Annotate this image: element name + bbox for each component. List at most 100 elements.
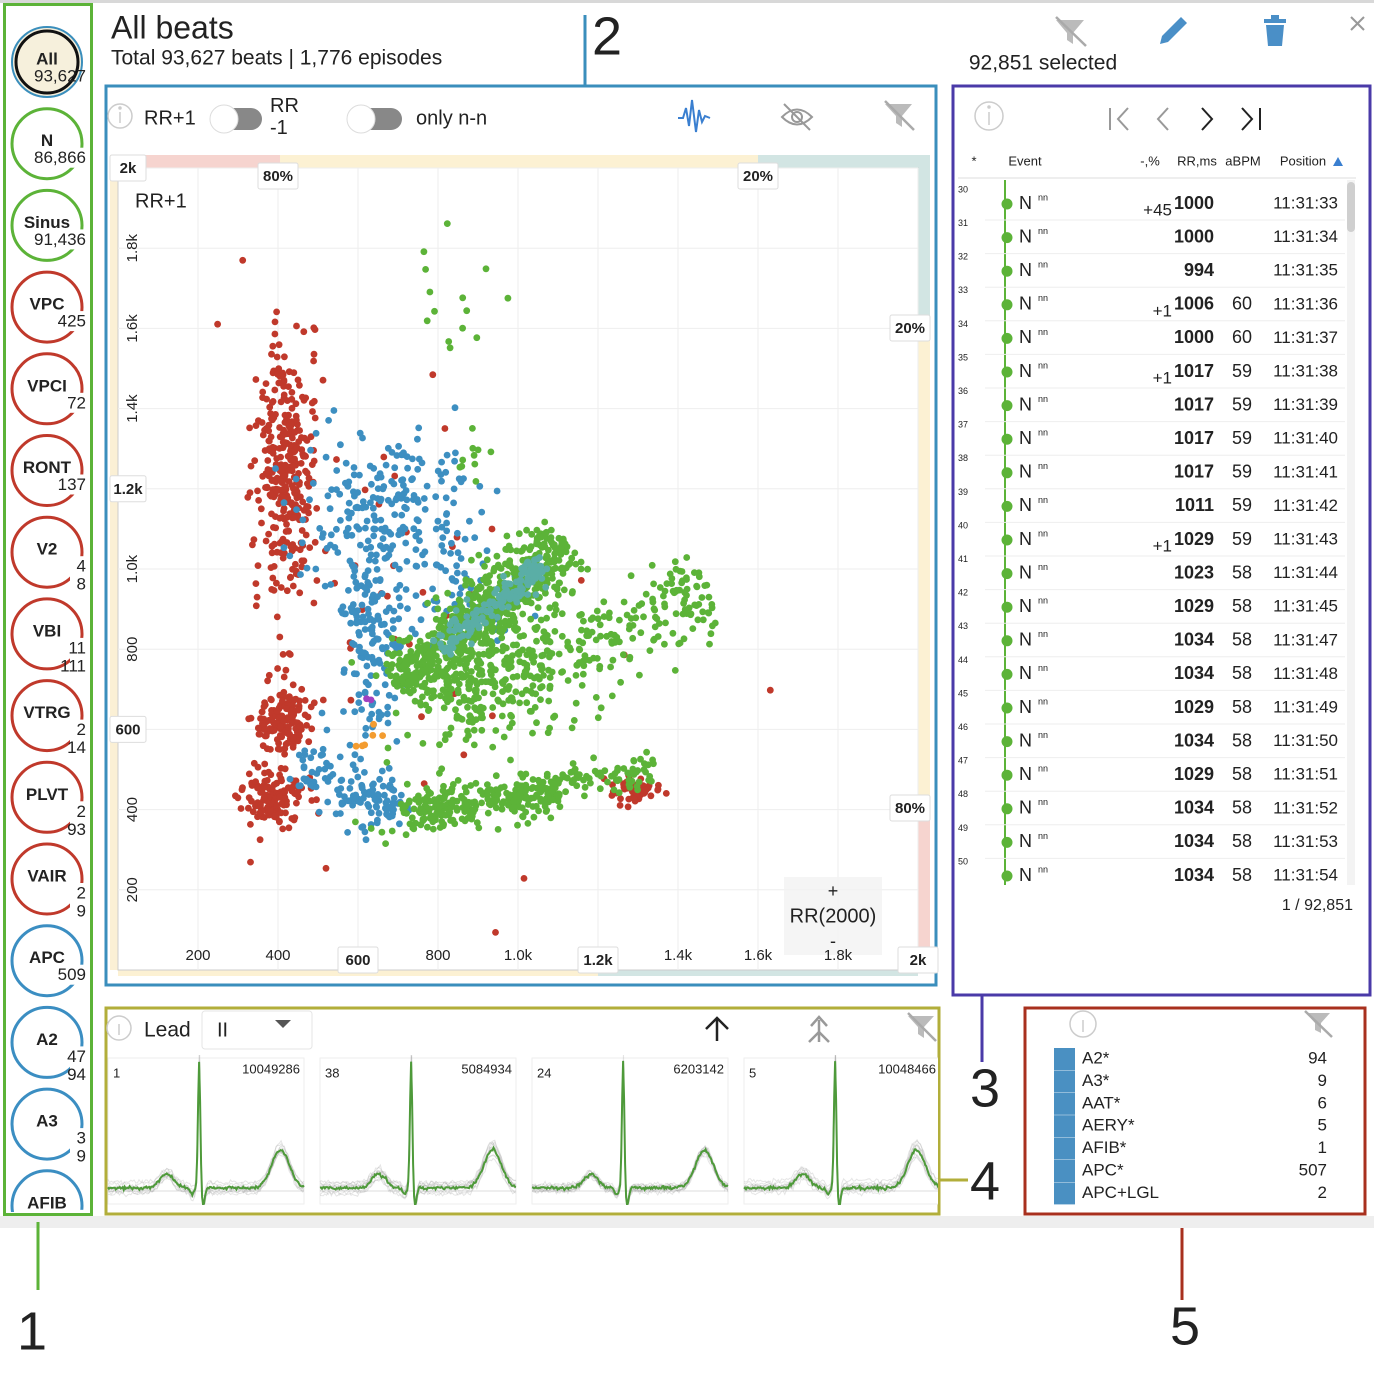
clear-filter-button[interactable] <box>884 100 915 131</box>
scatter-dot <box>460 796 468 803</box>
scatter-dot <box>258 708 266 716</box>
row-time: 11:31:39 <box>1273 395 1338 414</box>
table-row[interactable]: 43 N nn 1034 58 11:31:47 <box>958 621 1345 658</box>
clear-filter-button[interactable] <box>1304 1010 1333 1038</box>
scatter-dot <box>446 808 454 816</box>
table-row[interactable]: 45 N nn 1029 58 11:31:49 <box>958 688 1345 725</box>
nav-next[interactable] <box>1201 107 1214 131</box>
class-filter[interactable]: VTRG 214 <box>10 679 88 758</box>
table-row[interactable]: 35 N nn +1 1017 59 11:31:38 <box>958 352 1345 389</box>
nav-first[interactable] <box>1109 107 1129 131</box>
table-row[interactable]: 42 N nn 1029 58 11:31:45 <box>958 588 1345 624</box>
info-icon[interactable] <box>1069 1010 1097 1038</box>
table-row[interactable]: 40 N nn +1 1029 59 11:31:43 <box>958 520 1345 557</box>
table-row[interactable]: 31 N nn 1000 11:31:34 <box>958 218 1345 255</box>
scatter-dot <box>382 840 389 847</box>
row-number: 45 <box>958 688 968 698</box>
merge-button[interactable] <box>808 1015 830 1043</box>
clear-filter-button[interactable] <box>1055 16 1087 47</box>
scatter-dot <box>353 619 360 627</box>
class-row[interactable]: AERY* 5 <box>1054 1115 1327 1138</box>
scatter-dot <box>289 541 297 548</box>
class-filter[interactable]: VAIR 29 <box>10 842 88 921</box>
table-row[interactable]: 33 N nn +1 1006 60 11:31:36 <box>958 285 1345 322</box>
dropdown-arrow[interactable] <box>275 1020 291 1028</box>
table-row[interactable]: 39 N nn 1011 59 11:31:42 <box>958 487 1345 523</box>
class-row[interactable]: A3* 9 <box>1054 1070 1327 1093</box>
table-row[interactable]: 46 N nn 1034 58 11:31:50 <box>958 722 1345 759</box>
table-row[interactable]: 44 N nn 1034 58 11:31:48 <box>958 655 1345 691</box>
scatter-dot <box>488 612 496 620</box>
table-row[interactable]: 50 N nn 1034 58 11:31:54 <box>958 856 1345 892</box>
scatter-dot <box>459 294 467 302</box>
scatter-dot <box>456 625 464 633</box>
scatter-dot <box>616 802 624 809</box>
scatter-dot <box>352 818 359 826</box>
toggle-switch[interactable] <box>209 104 262 134</box>
table-row[interactable]: 37 N nn 1017 59 11:31:40 <box>958 420 1345 456</box>
class-row[interactable]: A2* 94 <box>1054 1048 1327 1070</box>
scatter-dot <box>293 506 300 513</box>
scatter-dot <box>505 793 513 801</box>
scatter-dot <box>425 674 433 682</box>
table-row[interactable]: 47 N nn 1029 58 11:31:51 <box>958 756 1345 792</box>
scatter-dot <box>489 796 497 804</box>
filter-count: 509 <box>58 965 86 984</box>
sort-indicator[interactable] <box>1333 157 1343 166</box>
close-button[interactable] <box>1350 16 1365 31</box>
beat-panel[interactable]: 38 5084934 <box>319 1046 517 1211</box>
scatter-dot <box>459 632 467 640</box>
table-row[interactable]: 30 N nn +45 1000 11:31:33 <box>958 184 1345 221</box>
class-row[interactable]: AAT* 6 <box>1054 1092 1327 1115</box>
clear-filter-button[interactable] <box>907 1012 937 1042</box>
waveform-icon[interactable] <box>678 99 711 133</box>
table-row[interactable]: 38 N nn 1017 59 11:31:41 <box>958 453 1345 490</box>
class-filter[interactable]: V2 48 <box>10 515 88 595</box>
delete-button[interactable] <box>1264 15 1286 46</box>
table-row[interactable]: 41 N nn 1023 58 11:31:44 <box>958 554 1345 591</box>
axis-control-label: + <box>828 881 839 901</box>
class-filter[interactable]: AFIB <box>10 1169 88 1241</box>
hide-icon[interactable] <box>780 103 814 131</box>
nav-last[interactable] <box>1241 107 1261 131</box>
class-row[interactable]: APC+LGL 2 <box>1054 1182 1327 1205</box>
info-icon[interactable] <box>107 103 133 129</box>
scatter-dot <box>259 742 267 750</box>
class-filter[interactable]: A3 39 <box>10 1087 88 1167</box>
scrollbar-track[interactable] <box>1347 180 1355 885</box>
info-icon[interactable] <box>974 101 1004 131</box>
scatter-dot <box>429 825 437 833</box>
table-row[interactable]: 48 N nn 1034 58 11:31:52 <box>958 789 1345 826</box>
scatter-dot <box>239 784 246 792</box>
table-row[interactable]: 32 N nn 994 11:31:35 <box>958 252 1345 288</box>
scatter-dot <box>310 699 318 707</box>
class-filter[interactable]: PLVT 293 <box>10 760 88 840</box>
axis-control[interactable] <box>784 877 882 955</box>
table-row[interactable]: 49 N nn 1034 58 11:31:53 <box>958 823 1345 859</box>
table-row[interactable]: 34 N nn 1000 60 11:31:37 <box>958 319 1345 355</box>
class-row[interactable]: APC* 507 <box>1054 1160 1327 1182</box>
scrollbar-thumb[interactable] <box>1347 182 1355 232</box>
nav-prev[interactable] <box>1156 107 1169 131</box>
class-filter[interactable]: N86,866 <box>10 107 88 181</box>
toggle-switch[interactable] <box>346 104 402 134</box>
beat-panel[interactable]: 5 10048466 <box>743 1048 940 1207</box>
up-arrow-button[interactable] <box>705 1016 729 1041</box>
scatter-dot <box>512 688 520 696</box>
table-row[interactable]: 36 N nn 1017 59 11:31:39 <box>958 386 1345 423</box>
scatter-dot <box>493 585 501 593</box>
class-row[interactable]: AFIB* 1 <box>1054 1137 1327 1160</box>
edit-button[interactable] <box>1160 17 1187 44</box>
info-icon[interactable] <box>106 1015 132 1041</box>
beat-panel[interactable]: 1 10049286 <box>107 1046 305 1211</box>
event-type: N <box>1019 562 1032 582</box>
beat-panel[interactable]: 24 6203142 <box>531 1053 729 1211</box>
